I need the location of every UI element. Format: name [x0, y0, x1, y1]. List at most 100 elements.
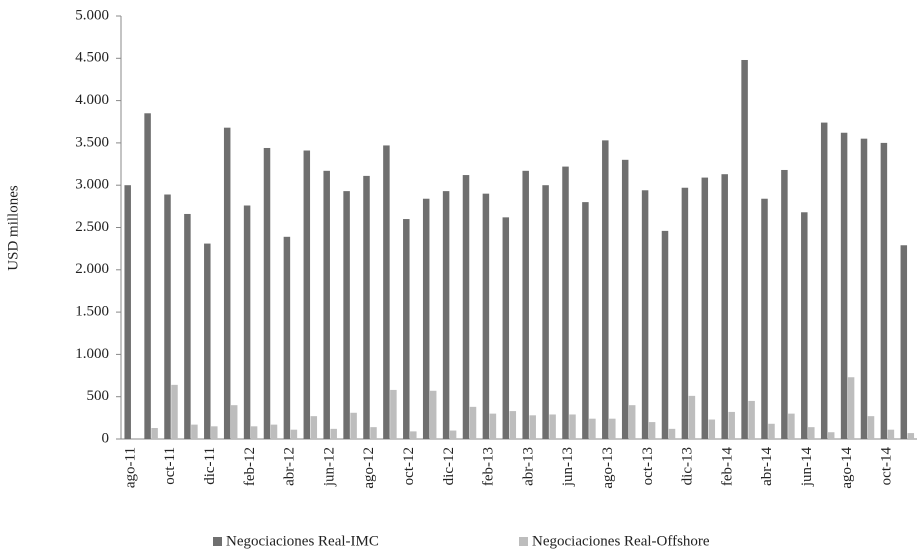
bar — [887, 429, 895, 439]
bar — [708, 419, 716, 439]
bar — [900, 245, 908, 439]
bar — [701, 177, 709, 439]
legend-label: Negociaciones Real-Offshore — [532, 533, 710, 549]
bar — [363, 175, 370, 440]
x-tick-label: jun-13 — [560, 447, 576, 487]
bar — [171, 384, 178, 439]
legend-swatch — [213, 537, 222, 546]
bar — [403, 219, 410, 439]
x-tick-label: oct-13 — [640, 447, 656, 485]
bar — [808, 427, 815, 439]
bar — [303, 150, 311, 440]
bar — [582, 202, 589, 439]
x-tick-label: abr-14 — [759, 447, 775, 486]
y-tick-label: 5.000 — [75, 7, 109, 23]
bar — [509, 411, 517, 439]
bar — [542, 185, 549, 439]
bar — [820, 122, 828, 439]
x-tick-label: jun-14 — [799, 447, 815, 488]
x-tick-label: abr-13 — [520, 447, 536, 486]
bar — [602, 140, 609, 439]
bar — [211, 426, 218, 439]
bar — [343, 191, 350, 439]
bar — [880, 142, 888, 439]
bar — [668, 428, 676, 439]
x-tick-label: oct-14 — [879, 447, 895, 486]
y-tick-label: 4.000 — [75, 92, 109, 108]
bar — [330, 428, 337, 439]
bar — [661, 230, 669, 439]
bar — [741, 59, 748, 439]
bar — [250, 426, 258, 439]
bar — [489, 413, 497, 439]
bar — [191, 424, 198, 439]
y-tick-label: 2.000 — [75, 261, 109, 277]
bar — [529, 415, 536, 439]
y-tick-label: 1.500 — [75, 304, 109, 320]
bar — [383, 145, 390, 440]
bar — [390, 389, 397, 439]
x-tick-label: feb-13 — [481, 447, 497, 486]
bar — [144, 113, 151, 439]
bar — [721, 174, 728, 439]
legend-label: Negociaciones Real-IMC — [226, 533, 379, 549]
x-tick-label: feb-12 — [242, 447, 258, 486]
y-tick-label: 3.000 — [75, 177, 109, 193]
bar — [323, 170, 330, 439]
bar — [482, 193, 490, 439]
x-tick-label: abr-12 — [282, 447, 298, 486]
bar — [827, 432, 835, 439]
bar — [124, 185, 131, 439]
bar — [761, 198, 768, 439]
bar — [569, 414, 576, 439]
bar — [469, 406, 477, 439]
bar — [860, 138, 868, 440]
bar — [681, 187, 689, 439]
x-tick-label: dic-11 — [202, 447, 218, 485]
bar — [151, 428, 158, 439]
bar — [609, 418, 616, 439]
y-tick-label: 1.000 — [75, 346, 109, 362]
bar — [522, 170, 529, 439]
bar — [621, 159, 629, 439]
bar — [788, 413, 795, 439]
bar — [768, 423, 775, 439]
bar — [641, 190, 649, 439]
legend-swatch — [519, 537, 528, 546]
bar — [867, 416, 875, 439]
bar — [230, 405, 238, 439]
x-tick-label: ago-12 — [361, 447, 377, 489]
x-tick-label: oct-12 — [401, 447, 417, 485]
bar — [728, 411, 735, 439]
y-tick-label: 3.500 — [75, 134, 109, 150]
x-tick-label: feb-14 — [719, 447, 735, 487]
bar — [562, 166, 569, 439]
bar — [648, 422, 656, 439]
bar — [781, 169, 788, 440]
x-tick-label: jun-12 — [321, 447, 337, 487]
bar — [223, 127, 231, 439]
bar — [283, 236, 291, 439]
x-tick-label: oct-11 — [162, 447, 178, 485]
bar — [429, 390, 437, 439]
x-tick-label: dic-13 — [680, 447, 696, 485]
bar — [184, 213, 191, 439]
y-axis-label: USD millones — [5, 185, 21, 271]
x-tick-label: ago-14 — [839, 447, 855, 489]
bar — [589, 418, 596, 439]
bar — [442, 191, 450, 439]
x-tick-label: dic-12 — [441, 447, 457, 485]
x-tick-label: ago-13 — [600, 447, 616, 489]
bar — [801, 212, 808, 439]
bar — [263, 147, 271, 439]
bar — [204, 243, 211, 439]
bar — [907, 433, 915, 439]
bar — [502, 217, 510, 439]
x-tick-label: ago-11 — [122, 447, 138, 488]
bar — [549, 414, 556, 439]
bar — [370, 427, 377, 439]
y-tick-label: 2.500 — [75, 219, 109, 235]
bar — [422, 198, 430, 439]
y-tick-label: 4.500 — [75, 50, 109, 66]
